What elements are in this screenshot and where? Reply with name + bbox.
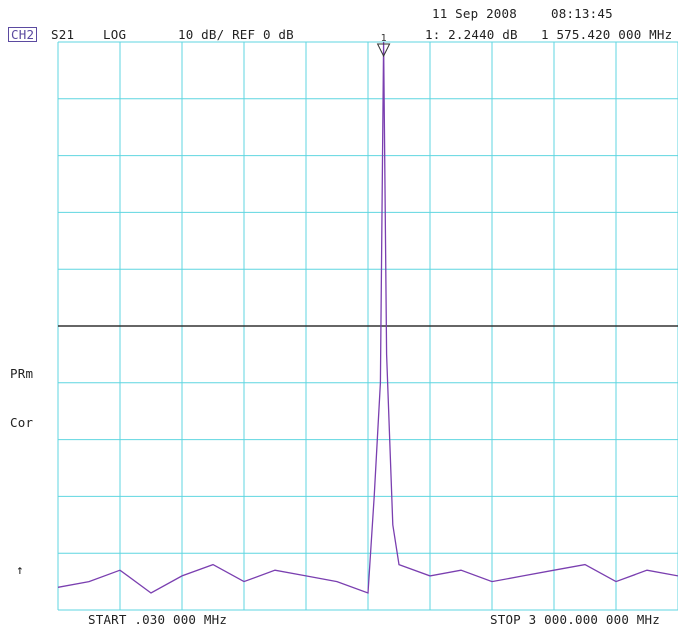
- start-frequency: START .030 000 MHz: [88, 612, 228, 627]
- marker-label: 1: [381, 33, 387, 44]
- scale-label: 10 dB/ REF 0 dB: [178, 27, 294, 42]
- arrow-icon: ↑: [16, 562, 24, 577]
- format-label: LOG: [103, 27, 127, 42]
- marker-frequency: 1 575.420 000 MHz: [541, 27, 673, 42]
- stop-frequency: STOP 3 000.000 000 MHz: [490, 612, 660, 627]
- marker-readout: 1: 2.2440 dB: [425, 27, 518, 42]
- marker-1: 1: [376, 33, 391, 58]
- trace-line: [57, 41, 678, 594]
- parameter-label: S21: [51, 27, 75, 42]
- marker-triangle: [376, 43, 391, 58]
- time-readout: 08:13:45: [551, 6, 613, 21]
- date-readout: 11 Sep 2008: [432, 6, 517, 21]
- prm-annotation: PRm: [10, 366, 34, 381]
- cor-annotation: Cor: [10, 415, 34, 430]
- channel-label: CH2: [8, 27, 38, 42]
